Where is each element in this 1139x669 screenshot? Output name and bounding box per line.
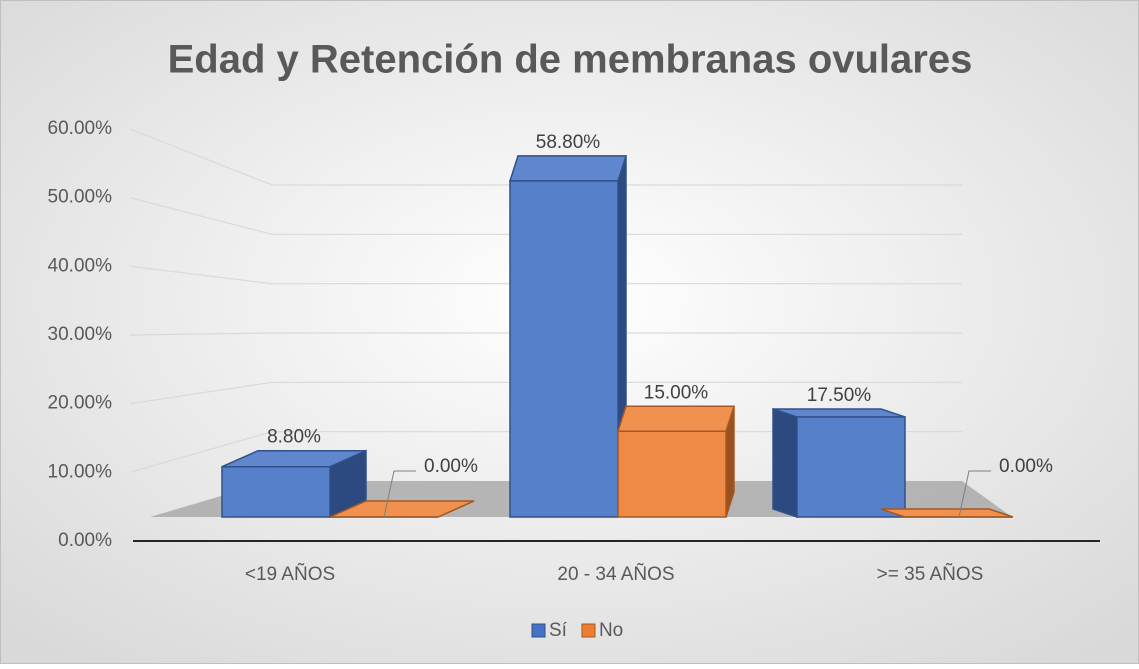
- grid-line: [129, 332, 962, 336]
- y-tick-label: 20.00%: [48, 393, 113, 414]
- bar: [329, 500, 475, 518]
- data-label: 8.80%: [267, 427, 321, 448]
- bar: [772, 407, 906, 519]
- data-label: 0.00%: [424, 456, 478, 477]
- bar-top: [772, 408, 906, 418]
- bar-front: [509, 180, 619, 518]
- data-label: 0.00%: [999, 456, 1053, 477]
- x-tick-label: >= 35 AÑOS: [877, 563, 984, 585]
- chart-title: Edad y Retención de membranas ovulares: [168, 38, 973, 82]
- legend-swatch: [531, 623, 546, 638]
- grid-line: [129, 197, 962, 235]
- y-tick-label: 0.00%: [58, 530, 112, 551]
- leader-line: [958, 470, 991, 518]
- y-tick-label: 60.00%: [48, 118, 113, 139]
- data-label: 15.00%: [644, 382, 709, 403]
- y-tick-label: 40.00%: [48, 255, 113, 276]
- bar-top: [880, 508, 1014, 518]
- grid-line: [129, 265, 962, 285]
- legend-label: Sí: [549, 620, 568, 641]
- grid-line: [129, 128, 962, 186]
- leader-line: [383, 470, 416, 518]
- bar-front: [617, 430, 727, 518]
- bar: [221, 449, 367, 519]
- x-tick-label: <19 AÑOS: [245, 563, 335, 585]
- legend-label: No: [599, 620, 623, 641]
- legend-swatch: [581, 623, 596, 638]
- bar: [508, 155, 628, 518]
- y-tick-label: 50.00%: [48, 187, 113, 208]
- bar-front: [221, 465, 331, 518]
- y-tick-label: 10.00%: [48, 461, 113, 482]
- bar-top: [508, 155, 628, 182]
- grid-line: [129, 381, 962, 405]
- data-label: 17.50%: [807, 385, 872, 406]
- bar-side: [772, 407, 798, 519]
- x-tick-label: 20 - 34 AÑOS: [557, 563, 674, 585]
- bar-front: [796, 416, 906, 518]
- y-tick-label: 30.00%: [48, 324, 113, 345]
- bar: [880, 508, 1014, 518]
- bar-top: [616, 405, 736, 432]
- data-label: 58.80%: [536, 132, 601, 153]
- bar: [616, 405, 736, 518]
